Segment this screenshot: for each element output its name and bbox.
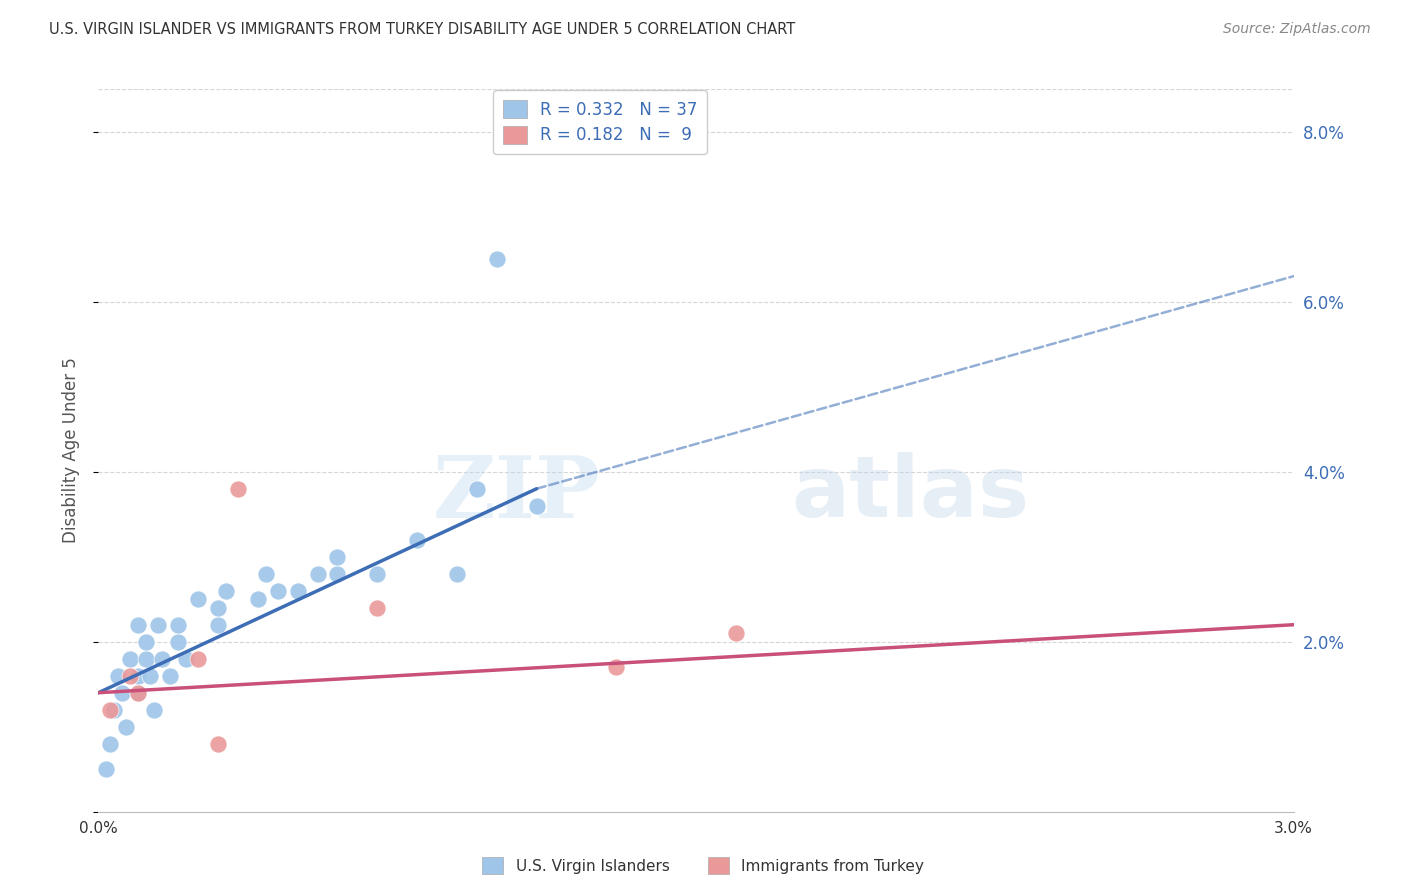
Point xyxy=(150,651,173,665)
Point xyxy=(465,482,488,496)
Text: U.S. VIRGIN ISLANDER VS IMMIGRANTS FROM TURKEY DISABILITY AGE UNDER 5 CORRELATIO: U.S. VIRGIN ISLANDER VS IMMIGRANTS FROM … xyxy=(49,22,796,37)
Point xyxy=(207,600,229,615)
Point xyxy=(246,592,269,607)
Point xyxy=(207,617,229,632)
Point xyxy=(120,651,142,665)
Point xyxy=(187,592,209,607)
Point xyxy=(187,651,209,665)
Point xyxy=(127,686,149,700)
Point xyxy=(111,686,134,700)
Text: atlas: atlas xyxy=(792,452,1029,535)
Point xyxy=(287,583,309,598)
Point xyxy=(107,669,129,683)
Point xyxy=(159,669,181,683)
Point xyxy=(167,617,190,632)
Point xyxy=(115,720,138,734)
Text: ZIP: ZIP xyxy=(433,452,600,536)
Point xyxy=(406,533,429,547)
Point xyxy=(135,651,157,665)
Point xyxy=(254,566,277,581)
Point xyxy=(215,583,238,598)
Point xyxy=(139,669,162,683)
Point xyxy=(207,737,229,751)
Point xyxy=(148,617,170,632)
Point xyxy=(307,566,329,581)
Point xyxy=(605,660,627,674)
Point xyxy=(366,566,388,581)
Point xyxy=(485,252,508,267)
Point xyxy=(135,634,157,648)
Point xyxy=(174,651,197,665)
Point xyxy=(127,617,149,632)
Point xyxy=(143,703,166,717)
Point xyxy=(103,703,125,717)
Legend: U.S. Virgin Islanders, Immigrants from Turkey: U.S. Virgin Islanders, Immigrants from T… xyxy=(475,851,931,880)
Point xyxy=(167,634,190,648)
Point xyxy=(326,549,349,564)
Text: Source: ZipAtlas.com: Source: ZipAtlas.com xyxy=(1223,22,1371,37)
Point xyxy=(127,686,149,700)
Point xyxy=(724,626,747,640)
Point xyxy=(127,669,149,683)
Point xyxy=(326,566,349,581)
Point xyxy=(526,499,548,513)
Point xyxy=(366,600,388,615)
Point xyxy=(267,583,290,598)
Point xyxy=(446,566,468,581)
Point xyxy=(226,482,249,496)
Y-axis label: Disability Age Under 5: Disability Age Under 5 xyxy=(62,358,80,543)
Legend: R = 0.332   N = 37, R = 0.182   N =  9: R = 0.332 N = 37, R = 0.182 N = 9 xyxy=(494,90,707,154)
Point xyxy=(98,737,122,751)
Point xyxy=(120,669,142,683)
Point xyxy=(98,703,122,717)
Point xyxy=(96,762,118,776)
